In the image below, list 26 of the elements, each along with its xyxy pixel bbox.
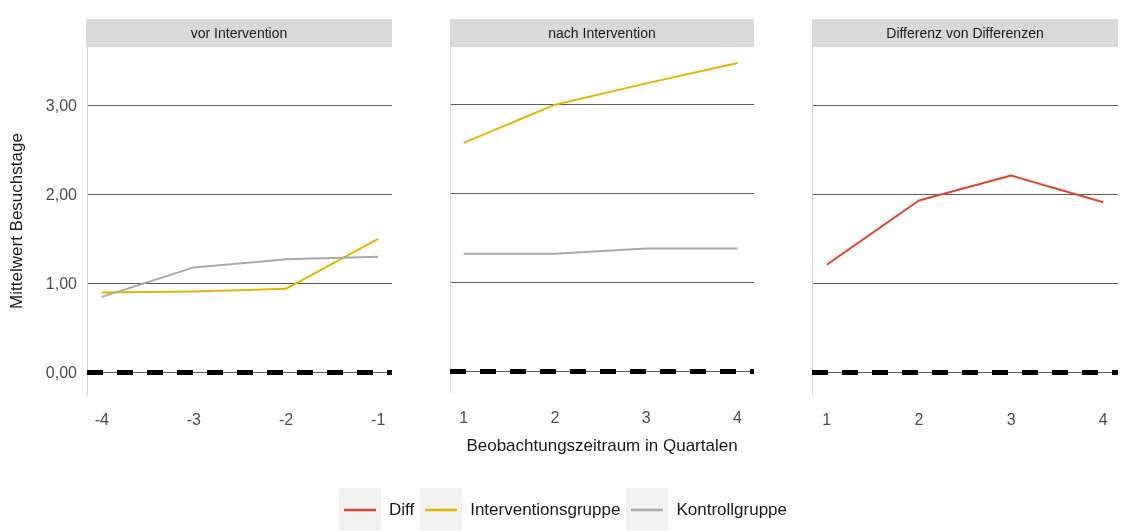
x-axis-title: Beobachtungszeitraum in Quartalen — [466, 436, 738, 455]
legend-label: Kontrollgruppe — [676, 500, 788, 520]
x-tick-label: 2 — [914, 410, 924, 428]
x-tick-label: -4 — [94, 410, 109, 428]
y-axis-title: Mittelwert Besuchstage — [7, 133, 26, 309]
x-tick-label: -3 — [186, 410, 202, 428]
x-tick-label: 1 — [459, 408, 469, 426]
y-tick-label: 2,00 — [45, 185, 78, 203]
legend-label: Diff — [388, 500, 415, 520]
x-tick-label: 3 — [641, 408, 651, 426]
chart-title: vor Intervention — [86, 19, 392, 47]
x-tick-label: -1 — [371, 410, 386, 428]
y-tick-label: 3,00 — [45, 96, 78, 114]
x-tick-label: 3 — [1006, 410, 1016, 428]
x-tick-label: 1 — [822, 410, 832, 428]
line-series — [100, 255, 380, 298]
y-tick-label: 1,00 — [45, 274, 78, 292]
x-tick-label: 2 — [550, 408, 560, 426]
y-tick-label: 0,00 — [45, 364, 78, 382]
x-tick-label: 4 — [733, 408, 743, 426]
line-series — [100, 237, 380, 294]
x-tick-label: -2 — [278, 410, 294, 428]
legend-label: Interventionsgruppe — [470, 500, 621, 520]
x-tick-label: 4 — [1098, 410, 1108, 428]
chart-title: Differenz von Differenzen — [812, 19, 1118, 47]
chart-title: nach Intervention — [450, 19, 754, 47]
